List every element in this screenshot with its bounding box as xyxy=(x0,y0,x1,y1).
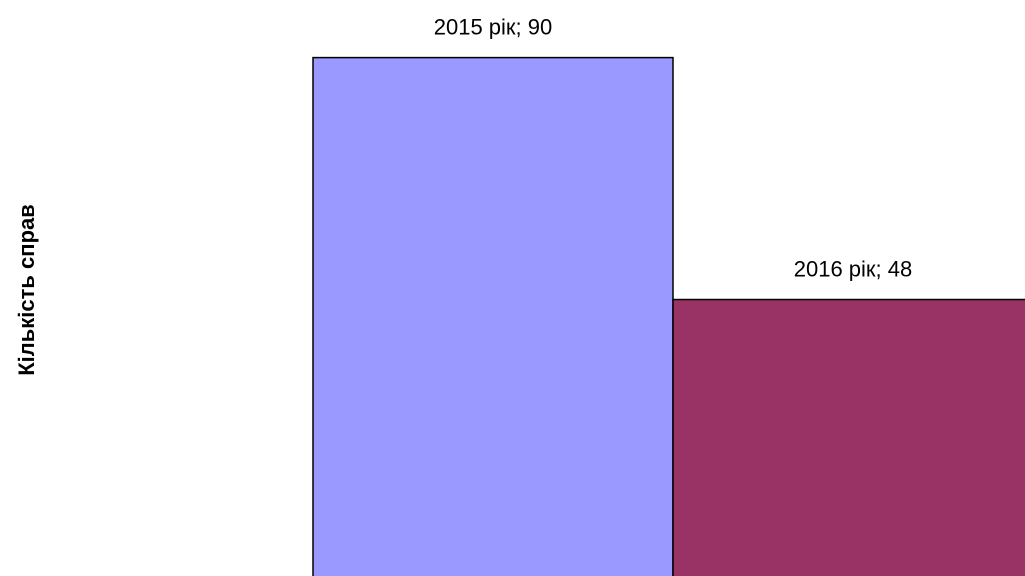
bar xyxy=(312,56,674,576)
y-axis-label: Кількість справ xyxy=(14,204,39,376)
data-label: 2016 рік; 48 xyxy=(794,256,913,281)
bar xyxy=(672,298,1025,576)
data-label: 2015 рік; 90 xyxy=(434,14,553,39)
